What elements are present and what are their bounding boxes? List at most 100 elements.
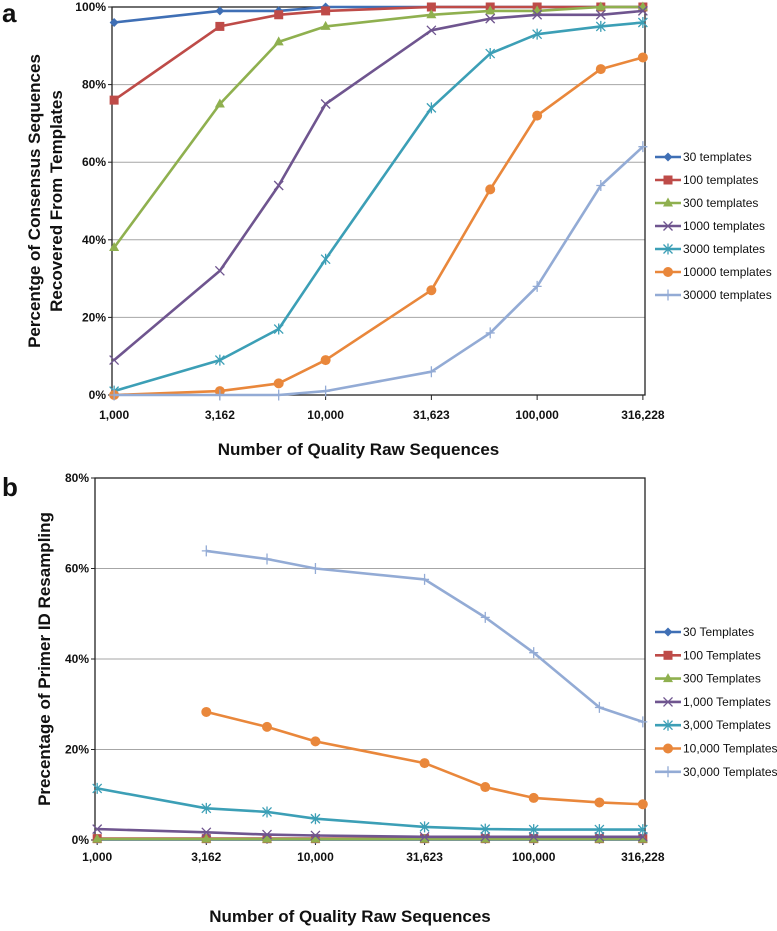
series-line bbox=[113, 21, 644, 393]
y-axis-title: Precentage of Primer ID Resampling bbox=[35, 512, 54, 806]
panel-b: b 0% 20% 40% 60% 80% 1,000 3,162 10,000 31,623 10… bbox=[2, 471, 777, 926]
data-point bbox=[273, 36, 284, 46]
legend-item: 1000 templates bbox=[655, 219, 765, 233]
legend-marker-icon bbox=[663, 175, 673, 185]
data-point bbox=[528, 824, 539, 836]
data-point bbox=[262, 833, 273, 843]
legend-item: 100 templates bbox=[655, 173, 758, 187]
legend-label: 300 Templates bbox=[683, 672, 761, 686]
legend-label: 10000 templates bbox=[683, 265, 772, 279]
legend-label: 1000 templates bbox=[683, 219, 765, 233]
data-point bbox=[637, 5, 648, 16]
x-tick-label: 316,228 bbox=[621, 408, 665, 422]
y-tick-label: 60% bbox=[65, 562, 89, 576]
y-axis-title: Recovered From Templates bbox=[47, 90, 66, 312]
series-30-000-templates bbox=[201, 545, 648, 728]
data-point bbox=[320, 253, 331, 265]
data-point bbox=[214, 98, 225, 108]
legend-marker-icon bbox=[663, 766, 673, 778]
series-1-000-templates bbox=[92, 824, 648, 842]
x-tick-label: 31,623 bbox=[406, 850, 443, 864]
data-point bbox=[262, 829, 272, 840]
legend-item: 30 templates bbox=[655, 150, 752, 164]
legend-marker-icon bbox=[663, 719, 673, 731]
data-point bbox=[595, 64, 606, 75]
chart-b: 0% 20% 40% 60% 80% 1,000 3,162 10,000 31,623 100,… bbox=[35, 471, 777, 926]
data-point bbox=[480, 611, 490, 623]
x-tick-label: 10,000 bbox=[307, 408, 344, 422]
data-point bbox=[485, 327, 495, 339]
x-tick-label: 100,000 bbox=[512, 850, 556, 864]
series-line bbox=[96, 787, 643, 831]
series-3-000-templates bbox=[92, 782, 648, 836]
data-point bbox=[92, 782, 103, 794]
data-point bbox=[426, 366, 436, 378]
data-point bbox=[637, 831, 648, 842]
data-point bbox=[426, 25, 437, 36]
data-point bbox=[637, 17, 648, 29]
legend-marker-icon bbox=[663, 289, 673, 301]
data-point bbox=[595, 9, 606, 20]
legend-label: 1,000 Templates bbox=[683, 695, 771, 709]
data-point bbox=[480, 823, 491, 835]
data-point bbox=[320, 99, 331, 109]
data-point bbox=[426, 9, 437, 19]
legend-item: 100 Templates bbox=[655, 648, 761, 662]
data-point bbox=[310, 736, 321, 747]
data-point bbox=[215, 21, 225, 31]
x-tick-label: 100,000 bbox=[515, 408, 559, 422]
legend-item: 10,000 Templates bbox=[655, 742, 777, 756]
legend-label: 100 Templates bbox=[683, 648, 761, 662]
legend-label: 30 templates bbox=[683, 150, 752, 164]
series-1000-templates bbox=[109, 5, 648, 366]
data-point bbox=[215, 389, 225, 401]
series-10000-templates bbox=[109, 52, 648, 400]
x-axis-title: Number of Quality Raw Sequences bbox=[209, 907, 491, 926]
y-tick-label: 20% bbox=[65, 743, 89, 757]
data-point bbox=[201, 802, 212, 814]
data-point bbox=[274, 389, 284, 401]
legend-marker-icon bbox=[663, 743, 673, 754]
x-tick-label: 1,000 bbox=[99, 408, 129, 422]
x-axis-title: Number of Quality Raw Sequences bbox=[218, 440, 500, 459]
legend-item: 300 templates bbox=[655, 196, 758, 210]
data-point bbox=[262, 721, 273, 732]
legend-item: 300 Templates bbox=[655, 672, 761, 686]
legend-item: 30 Templates bbox=[655, 625, 754, 639]
data-point bbox=[485, 48, 496, 60]
legend-marker-icon bbox=[663, 152, 673, 162]
plot-area-border bbox=[111, 6, 646, 396]
x-tick-label: 3,162 bbox=[205, 408, 235, 422]
legend-label: 30,000 Templates bbox=[683, 765, 777, 779]
x-tick-label: 316,228 bbox=[621, 850, 665, 864]
series-100-templates bbox=[109, 2, 648, 105]
data-point bbox=[480, 782, 491, 793]
y-tick-label: 100% bbox=[75, 0, 106, 14]
y-tick-label: 40% bbox=[65, 652, 89, 666]
data-point bbox=[594, 797, 605, 808]
series-line bbox=[206, 549, 644, 724]
legend-item: 30,000 Templates bbox=[655, 765, 777, 779]
y-tick-label: 60% bbox=[82, 155, 106, 169]
data-point bbox=[637, 824, 648, 836]
data-point bbox=[594, 701, 604, 713]
panel-label: a bbox=[2, 0, 17, 28]
data-point bbox=[480, 831, 491, 842]
data-point bbox=[214, 354, 225, 366]
x-tick-label: 10,000 bbox=[297, 850, 334, 864]
legend-item: 1,000 Templates bbox=[655, 695, 771, 709]
data-point bbox=[273, 378, 284, 389]
data-point bbox=[419, 821, 430, 833]
y-tick-label: 0% bbox=[89, 388, 107, 402]
data-point bbox=[638, 141, 648, 153]
x-tick-label: 31,623 bbox=[413, 408, 450, 422]
legend-marker-icon bbox=[663, 650, 673, 660]
data-point bbox=[528, 792, 539, 803]
series-3000-templates bbox=[109, 17, 648, 397]
data-point bbox=[201, 545, 211, 557]
data-point bbox=[273, 180, 284, 191]
series-line bbox=[113, 5, 643, 249]
data-point bbox=[426, 2, 436, 12]
data-point bbox=[109, 95, 119, 105]
